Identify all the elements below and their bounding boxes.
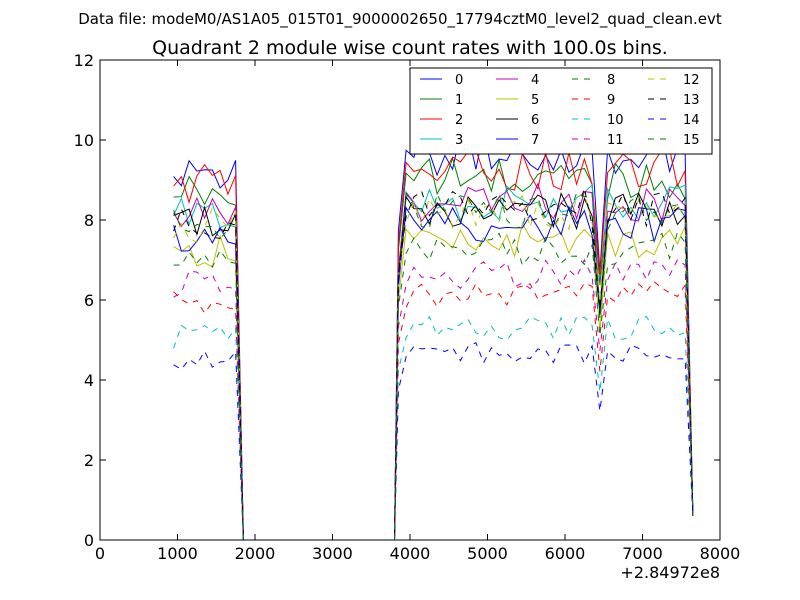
series-line-12 (173, 192, 694, 541)
y-tick-label: 10 (74, 131, 94, 150)
x-axis-offset-label: +2.84972e8 (620, 563, 720, 582)
legend-label-7: 7 (531, 133, 539, 148)
series-line-10 (173, 315, 694, 541)
chart-title: Quadrant 2 module wise count rates with … (152, 37, 668, 59)
series-line-8 (173, 191, 694, 541)
legend-label-13: 13 (683, 93, 700, 108)
x-tick-label: 5000 (467, 544, 508, 563)
x-tick-label: 8000 (700, 544, 741, 563)
legend-label-0: 0 (455, 73, 463, 88)
legend-label-4: 4 (531, 73, 539, 88)
legend-label-3: 3 (455, 133, 463, 148)
legend-label-6: 6 (531, 113, 539, 128)
x-tick-label: 0 (95, 544, 105, 563)
legend-label-15: 15 (683, 133, 700, 148)
legend-label-11: 11 (607, 133, 624, 148)
x-tick-label: 2000 (235, 544, 276, 563)
x-tick-label: 7000 (622, 544, 663, 563)
series-line-11 (173, 258, 694, 541)
legend-frame (409, 67, 713, 155)
y-tick-label: 12 (74, 51, 94, 70)
legend-label-14: 14 (683, 113, 700, 128)
x-tick-label: 4000 (390, 544, 431, 563)
legend-label-2: 2 (455, 113, 463, 128)
legend-label-8: 8 (607, 73, 615, 88)
legend-label-9: 9 (607, 93, 615, 108)
y-tick-label: 8 (84, 211, 94, 230)
x-tick-label: 3000 (312, 544, 353, 563)
legend-label-5: 5 (531, 93, 539, 108)
legend-label-12: 12 (683, 73, 700, 88)
x-tick-label: 1000 (157, 544, 198, 563)
legend-label-1: 1 (455, 93, 463, 108)
y-tick-label: 4 (84, 371, 94, 390)
legend-label-10: 10 (607, 113, 624, 128)
x-axis: 0 1000 2000 3000 4000 5000 6000 7000 8000 (95, 60, 740, 563)
series-line-13 (173, 188, 694, 541)
y-tick-label: 6 (84, 291, 94, 310)
x-tick-label: 6000 (545, 544, 586, 563)
figure-suptitle: Data file: modeM0/AS1A05_015T01_90000026… (78, 10, 722, 29)
y-tick-label: 2 (84, 451, 94, 470)
y-tick-label: 0 (84, 531, 94, 550)
